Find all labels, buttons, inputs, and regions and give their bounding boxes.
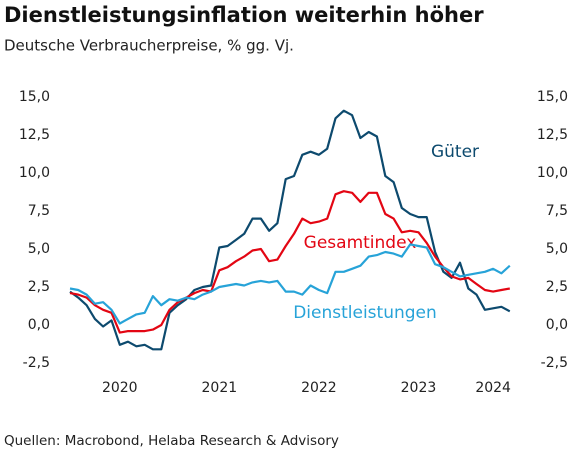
x-tick-label: 2020	[102, 380, 138, 396]
series-line	[69, 243, 511, 325]
y2-tick-label: -2,5	[541, 355, 568, 371]
series-line	[69, 109, 511, 351]
y-tick-label: -2,5	[23, 355, 50, 371]
y2-tick-label: 2,5	[546, 279, 568, 295]
y-tick-label: 5,0	[28, 241, 50, 257]
chart-title: Dienstleistungsinflation weiterhin höher	[4, 3, 484, 27]
y2-tick-label: 7,5	[546, 203, 568, 219]
chart-subtitle: Deutsche Verbraucherpreise, % gg. Vj.	[4, 37, 294, 55]
y-tick-label: 2,5	[28, 279, 50, 295]
y2-tick-label: 15,0	[537, 89, 568, 105]
series-line	[69, 190, 510, 334]
series-label: Güter	[431, 142, 479, 162]
y-tick-label: 12,5	[19, 127, 50, 143]
source: Quellen: Macrobond, Helaba Research & Ad…	[4, 433, 339, 449]
y-tick-label: 10,0	[19, 165, 50, 181]
y-tick-label: 15,0	[19, 89, 50, 105]
y2-tick-label: 12,5	[537, 127, 568, 143]
x-tick-label: 2024	[475, 380, 511, 396]
y2-tick-label: 0,0	[546, 317, 568, 333]
series-label: Dienstleistungen	[293, 303, 437, 323]
y2-tick-label: 5,0	[546, 241, 568, 257]
x-tick-label: 2022	[301, 380, 337, 396]
series-label: Gesamtindex	[304, 233, 417, 253]
x-tick-label: 2021	[202, 380, 238, 396]
y-tick-label: 7,5	[28, 203, 50, 219]
y-tick-label: 0,0	[28, 317, 50, 333]
y2-tick-label: 10,0	[537, 165, 568, 181]
x-tick-label: 2023	[401, 380, 437, 396]
